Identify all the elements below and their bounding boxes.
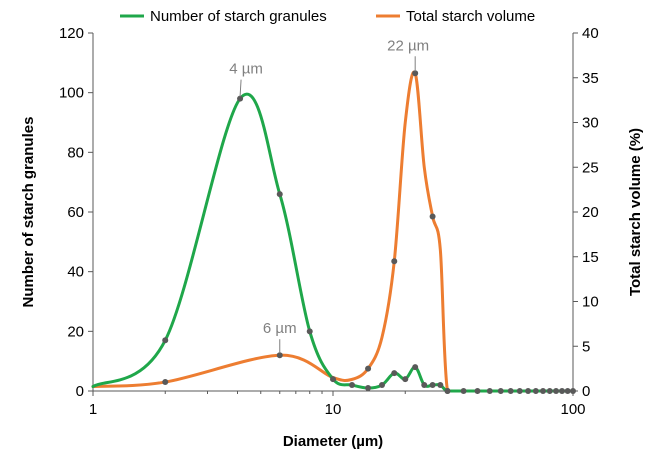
x-tick-label: 1	[89, 401, 97, 418]
x-axis-title: Diameter (µm)	[283, 433, 383, 450]
data-point	[365, 365, 372, 372]
y-right-tick-label: 40	[582, 25, 599, 42]
data-point	[525, 388, 532, 394]
y-left-tick-label: 100	[59, 85, 84, 102]
data-point	[162, 379, 169, 386]
data-point	[437, 382, 444, 389]
x-tick-label: 10	[325, 401, 342, 418]
data-point	[162, 337, 169, 344]
x-tick-label: 100	[560, 401, 585, 418]
data-point	[497, 388, 504, 394]
data-point	[570, 388, 576, 394]
series-line-granule-count	[91, 92, 575, 393]
y-right-tick-label: 15	[582, 249, 599, 266]
data-point	[559, 388, 566, 394]
data-point	[540, 388, 547, 394]
data-point	[276, 352, 283, 359]
annotation-label: 6 µm	[263, 320, 297, 337]
y-left-tick-label: 80	[67, 144, 84, 161]
axes: 0 20 40 60 80 100 120 0 5 10 15 20 25 30 35 40 1 10 100 Dia…	[20, 25, 644, 450]
data-point	[349, 382, 356, 389]
y-axis-right-title: Total starch volume (%)	[627, 128, 644, 296]
data-point	[444, 388, 451, 394]
data-point	[237, 95, 244, 102]
y-right-tick-label: 10	[582, 294, 599, 311]
y-right-tick-label: 30	[582, 115, 599, 132]
data-point	[412, 364, 419, 371]
y-left-tick-label: 40	[67, 264, 84, 281]
y-right-tick-label: 0	[582, 383, 590, 400]
data-point	[330, 376, 336, 383]
data-point	[564, 388, 571, 394]
annotation-layer: 4 µm 6 µm 22 µm	[229, 37, 429, 354]
data-point	[365, 385, 372, 392]
data-point	[391, 258, 398, 265]
y-axis-left-title: Number of starch granules	[20, 117, 37, 308]
data-point	[474, 388, 481, 394]
data-point	[402, 376, 409, 383]
data-point	[546, 388, 553, 394]
legend-label: Number of starch granules	[150, 8, 327, 25]
data-point	[378, 382, 385, 389]
data-point	[276, 191, 283, 198]
data-point	[532, 388, 539, 394]
y-right-tick-label: 35	[582, 70, 599, 87]
data-point	[391, 370, 398, 377]
data-point	[412, 70, 419, 77]
legend-label: Total starch volume	[406, 8, 535, 25]
y-left-tick-label: 0	[76, 383, 84, 400]
annotation-label: 22 µm	[387, 37, 429, 54]
data-point	[553, 388, 560, 394]
annotation-leader-line	[239, 79, 242, 97]
data-point	[421, 382, 428, 389]
y-left-tick-label: 60	[67, 204, 84, 221]
data-point	[460, 388, 467, 394]
data-point	[516, 388, 523, 394]
data-point	[429, 213, 436, 220]
data-point	[429, 382, 436, 389]
data-point	[507, 388, 514, 394]
data-point	[306, 328, 313, 335]
y-right-tick-label: 5	[582, 338, 590, 355]
data-point	[486, 388, 493, 394]
y-left-tick-label: 20	[67, 323, 84, 340]
series-layer	[91, 70, 576, 394]
y-left-tick-label: 120	[59, 25, 84, 42]
y-right-tick-label: 25	[582, 159, 599, 176]
y-right-tick-label: 20	[582, 204, 599, 221]
legend: Number of starch granules Total starch vo…	[120, 8, 535, 25]
annotation-label: 4 µm	[229, 61, 263, 78]
